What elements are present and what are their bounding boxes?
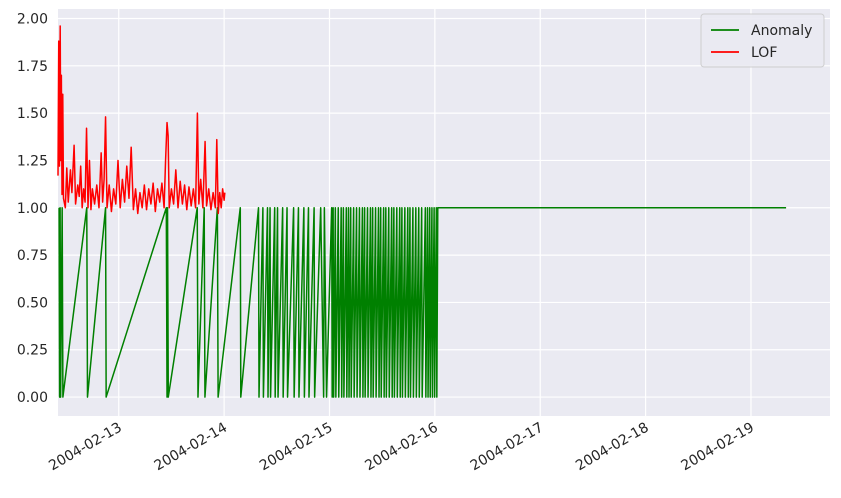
- x-tick-label: 2004-02-13: [46, 420, 124, 475]
- y-tick-label: 1.00: [17, 201, 48, 217]
- plot-background: [58, 9, 830, 416]
- y-tick-label: 2.00: [17, 11, 48, 27]
- y-tick-label: 0.00: [17, 390, 48, 406]
- x-tick-labels: 2004-02-13 2004-02-14 2004-02-15 2004-02-16…: [46, 420, 757, 475]
- grid-x: [118, 9, 752, 416]
- y-tick-label: 1.75: [17, 59, 48, 75]
- y-tick-label: 1.25: [17, 153, 48, 169]
- legend: Anomaly LOF: [700, 13, 825, 68]
- y-tick-labels: 0.00 0.25 0.50 0.75 1.00 1.25 1.50 1.75 2.00: [17, 11, 48, 406]
- series-line-lof: [57, 25, 226, 215]
- x-tick-label: 2004-02-18: [573, 420, 651, 475]
- series-layer: [57, 25, 787, 398]
- x-tick-label: 2004-02-19: [678, 420, 756, 475]
- series-line-anomaly: [58, 207, 787, 398]
- y-tick-label: 0.25: [17, 343, 48, 359]
- y-tick-label: 0.50: [17, 295, 48, 311]
- y-tick-label: 1.50: [17, 106, 48, 122]
- x-tick-label: 2004-02-17: [468, 420, 546, 475]
- legend-label-lof: LOF: [751, 45, 777, 61]
- x-tick-label: 2004-02-16: [362, 420, 441, 475]
- x-tick-label: 2004-02-14: [152, 420, 231, 475]
- legend-label-anomaly: Anomaly: [751, 23, 812, 39]
- y-tick-label: 0.75: [17, 248, 48, 264]
- x-tick-label: 2004-02-15: [257, 420, 335, 475]
- legend-box: [700, 13, 825, 68]
